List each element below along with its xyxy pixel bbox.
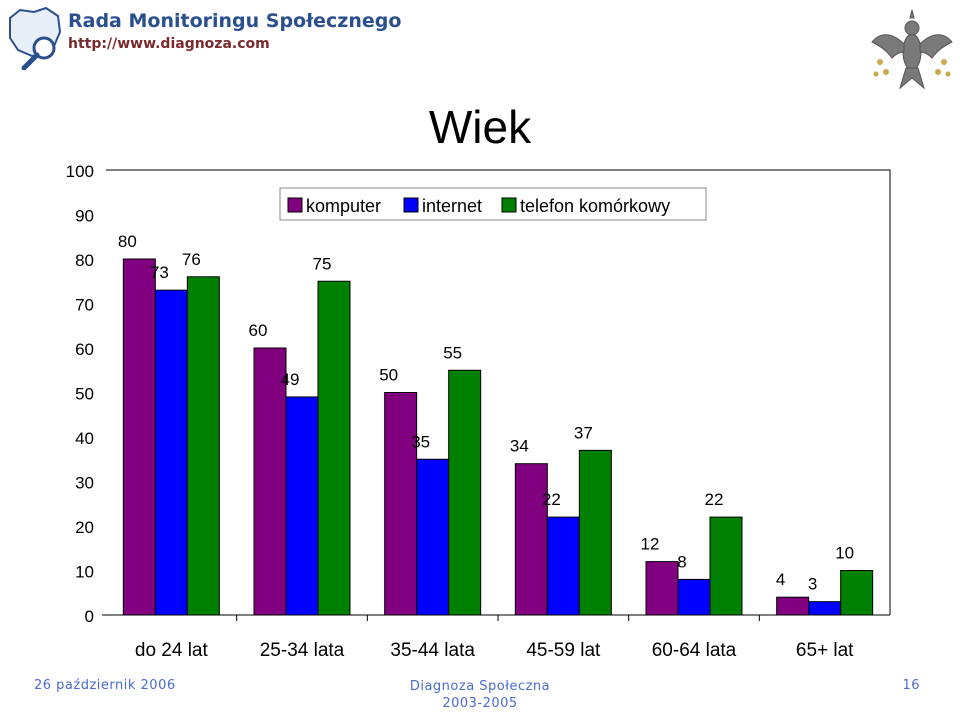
x-tick-label: do 24 lat	[135, 640, 209, 661]
bar-komputer	[514, 463, 548, 616]
y-tick-label: 60	[75, 340, 94, 359]
plot-frame	[106, 169, 891, 615]
legend-swatch	[287, 197, 303, 213]
bar-internet	[677, 578, 711, 616]
bar-komputer	[384, 392, 418, 616]
data-label: 73	[150, 263, 169, 282]
legend-label: internet	[422, 196, 482, 216]
legend-box	[279, 187, 707, 221]
data-label: 50	[379, 366, 398, 385]
bar-telefon-komórkowy	[448, 369, 482, 616]
legend-label: telefon komórkowy	[520, 196, 670, 216]
data-label: 34	[510, 437, 529, 456]
data-label: 35	[411, 432, 430, 451]
y-tick-label: 20	[75, 518, 94, 537]
data-label: 12	[641, 535, 660, 554]
footer-center: Diagnoza Społeczna 2003-2005	[380, 678, 580, 712]
eagle-emblem-icon	[871, 9, 953, 90]
y-tick-label: 50	[75, 385, 94, 404]
bar-telefon-komórkowy	[578, 449, 612, 616]
legend-label: komputer	[306, 196, 381, 216]
data-label: 75	[313, 254, 332, 273]
data-label: 22	[705, 490, 724, 509]
bar-komputer	[122, 258, 156, 616]
data-label: 55	[443, 343, 462, 362]
chart-title: Wiek	[428, 101, 532, 153]
footer-years: 2003-2005	[442, 696, 518, 711]
data-label: 22	[542, 490, 561, 509]
y-tick-label: 10	[75, 563, 94, 582]
x-tick-label: 45-59 lat	[526, 640, 601, 661]
brand-name: Rada Monitoringu Społecznego	[68, 10, 402, 32]
page-number: 16	[902, 678, 920, 693]
data-label: 80	[118, 232, 137, 251]
data-label: 37	[574, 423, 593, 442]
y-tick-label: 90	[75, 207, 94, 226]
x-tick-label: 25-34 lata	[260, 640, 345, 661]
bar-telefon-komórkowy	[317, 280, 351, 616]
legend-swatch	[501, 197, 517, 213]
y-tick-label: 0	[85, 607, 94, 626]
data-label: 4	[776, 570, 785, 589]
data-label: 3	[808, 575, 817, 594]
x-tick-label: 65+ lat	[796, 640, 854, 661]
x-tick-label: 60-64 lata	[652, 640, 737, 661]
y-tick-label: 70	[75, 296, 94, 315]
footer-source: Diagnoza Społeczna	[409, 679, 551, 694]
bar-komputer	[645, 561, 679, 616]
poland-map-logo	[9, 6, 62, 70]
bar-internet	[285, 396, 319, 616]
y-tick-label: 40	[75, 429, 94, 448]
data-label: 76	[182, 250, 201, 269]
data-label: 8	[677, 552, 686, 571]
y-tick-label: 100	[66, 162, 94, 181]
bar-telefon-komórkowy	[709, 516, 743, 616]
bar-komputer	[253, 347, 287, 616]
data-label: 49	[281, 370, 300, 389]
legend-swatch	[403, 197, 419, 213]
brand-header: Rada Monitoringu Społecznego http://www.…	[68, 10, 401, 52]
y-tick-label: 80	[75, 251, 94, 270]
bar-internet	[416, 458, 450, 616]
brand-url: http://www.diagnoza.com	[68, 36, 270, 52]
y-tick-label: 30	[75, 474, 94, 493]
bar-internet	[546, 516, 580, 616]
bar-internet	[808, 601, 842, 616]
footer-date: 26 październik 2006	[34, 678, 176, 693]
x-tick-label: 35-44 lata	[390, 640, 475, 661]
data-label: 10	[835, 544, 854, 563]
data-label: 60	[249, 321, 268, 340]
bar-komputer	[776, 596, 810, 616]
bar-telefon-komórkowy	[186, 276, 220, 616]
bar-internet	[154, 289, 188, 616]
bar-telefon-komórkowy	[840, 570, 874, 616]
